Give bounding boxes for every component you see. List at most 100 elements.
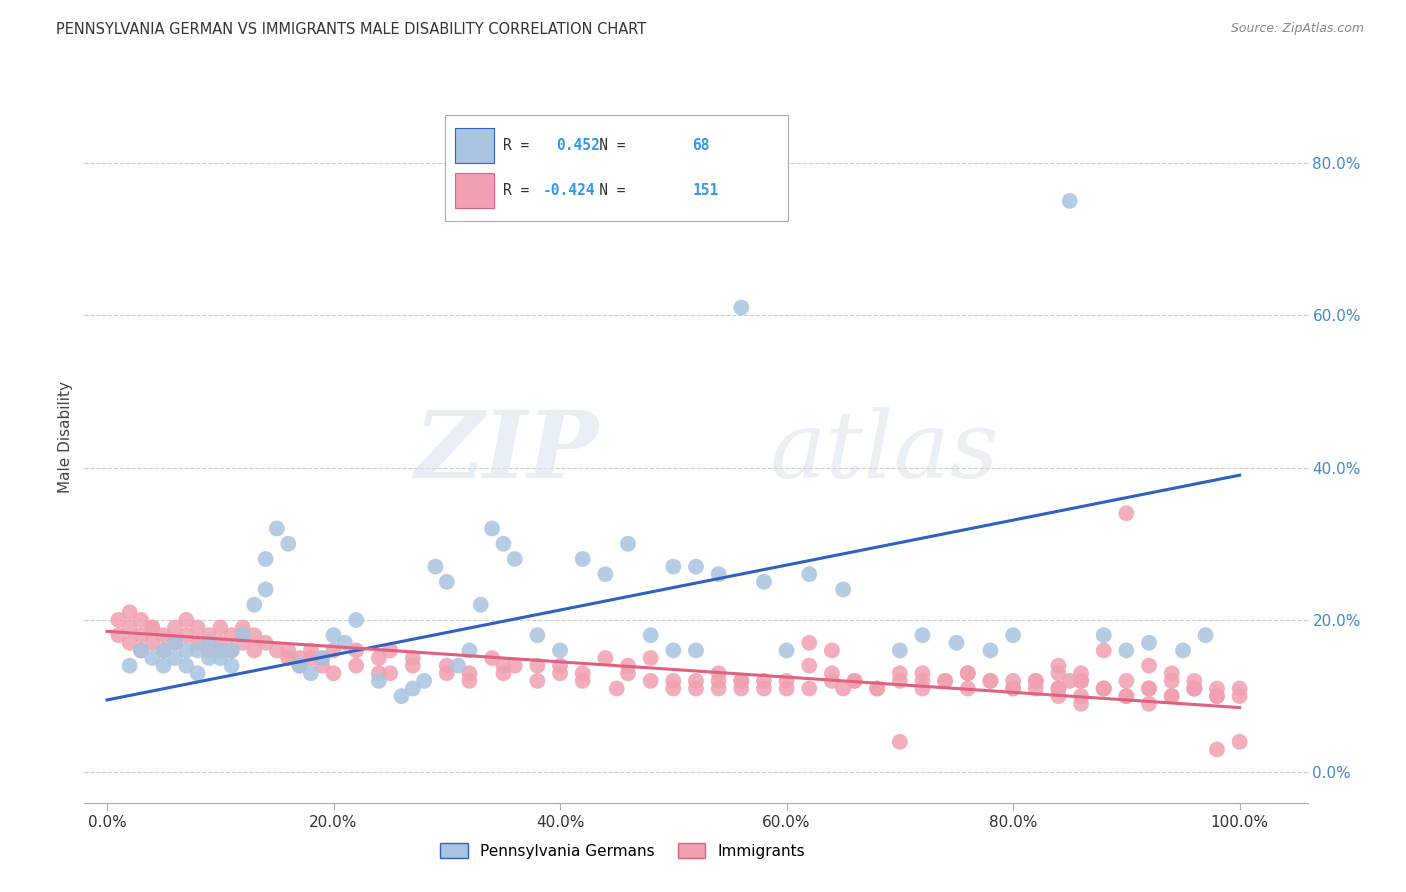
- Point: [979, 673, 1001, 688]
- Point: [1070, 666, 1092, 681]
- Point: [1002, 681, 1025, 696]
- Point: [232, 636, 254, 650]
- Legend: Pennsylvania Germans, Immigrants: Pennsylvania Germans, Immigrants: [434, 837, 811, 864]
- Point: [243, 643, 266, 657]
- Point: [311, 658, 333, 673]
- Point: [889, 673, 911, 688]
- Point: [243, 628, 266, 642]
- Point: [1070, 673, 1092, 688]
- Point: [402, 681, 425, 696]
- Text: atlas: atlas: [769, 407, 998, 497]
- Point: [730, 673, 752, 688]
- Point: [1092, 681, 1115, 696]
- Point: [934, 673, 956, 688]
- Point: [1059, 194, 1081, 208]
- Point: [1137, 636, 1160, 650]
- Point: [1025, 673, 1047, 688]
- Point: [595, 567, 617, 582]
- Point: [1160, 689, 1182, 703]
- Point: [174, 658, 197, 673]
- Point: [1070, 689, 1092, 703]
- Point: [707, 567, 730, 582]
- Point: [221, 643, 243, 657]
- Point: [1025, 673, 1047, 688]
- Point: [254, 582, 277, 597]
- Point: [198, 643, 221, 657]
- Point: [799, 636, 821, 650]
- Text: 68: 68: [692, 137, 710, 153]
- Point: [617, 666, 640, 681]
- Point: [232, 628, 254, 642]
- Text: R =        N =: R = N =: [503, 137, 661, 153]
- Point: [956, 681, 979, 696]
- Point: [299, 651, 322, 665]
- Point: [152, 628, 174, 642]
- Point: [402, 651, 425, 665]
- Point: [118, 636, 141, 650]
- Point: [911, 666, 934, 681]
- Point: [1182, 681, 1205, 696]
- Point: [1229, 689, 1251, 703]
- Point: [1137, 658, 1160, 673]
- Point: [526, 628, 548, 642]
- Point: [1070, 673, 1092, 688]
- Point: [447, 658, 470, 673]
- Point: [266, 643, 288, 657]
- Point: [187, 666, 209, 681]
- Point: [945, 636, 967, 650]
- Point: [129, 628, 152, 642]
- Point: [1059, 673, 1081, 688]
- Point: [344, 658, 367, 673]
- Point: [1182, 673, 1205, 688]
- Point: [277, 643, 299, 657]
- Point: [707, 666, 730, 681]
- Point: [640, 628, 662, 642]
- Point: [311, 651, 333, 665]
- Point: [118, 658, 141, 673]
- Point: [221, 658, 243, 673]
- Point: [956, 666, 979, 681]
- Point: [1115, 689, 1137, 703]
- Point: [198, 628, 221, 642]
- Point: [821, 673, 844, 688]
- Point: [1092, 628, 1115, 642]
- Point: [799, 658, 821, 673]
- Point: [209, 643, 232, 657]
- Point: [662, 559, 685, 574]
- Point: [548, 658, 571, 673]
- Point: [707, 673, 730, 688]
- Point: [1002, 628, 1025, 642]
- Point: [752, 574, 775, 589]
- Point: [322, 628, 344, 642]
- Point: [1206, 689, 1229, 703]
- Y-axis label: Male Disability: Male Disability: [58, 381, 73, 493]
- Point: [911, 681, 934, 696]
- Point: [129, 643, 152, 657]
- Point: [209, 621, 232, 635]
- Point: [288, 651, 311, 665]
- Point: [662, 643, 685, 657]
- Point: [548, 666, 571, 681]
- Point: [436, 658, 458, 673]
- Point: [198, 636, 221, 650]
- Point: [344, 613, 367, 627]
- Point: [866, 681, 889, 696]
- Point: [1229, 735, 1251, 749]
- Point: [322, 643, 344, 657]
- Text: Source: ZipAtlas.com: Source: ZipAtlas.com: [1230, 22, 1364, 36]
- Point: [107, 628, 129, 642]
- Point: [333, 636, 356, 650]
- Point: [1047, 666, 1070, 681]
- Point: [752, 673, 775, 688]
- Point: [367, 651, 389, 665]
- Point: [141, 621, 163, 635]
- Point: [163, 621, 186, 635]
- Point: [571, 673, 593, 688]
- Point: [492, 666, 515, 681]
- Point: [662, 681, 685, 696]
- Point: [1092, 643, 1115, 657]
- Point: [174, 628, 197, 642]
- Point: [198, 651, 221, 665]
- Point: [232, 621, 254, 635]
- Point: [391, 689, 413, 703]
